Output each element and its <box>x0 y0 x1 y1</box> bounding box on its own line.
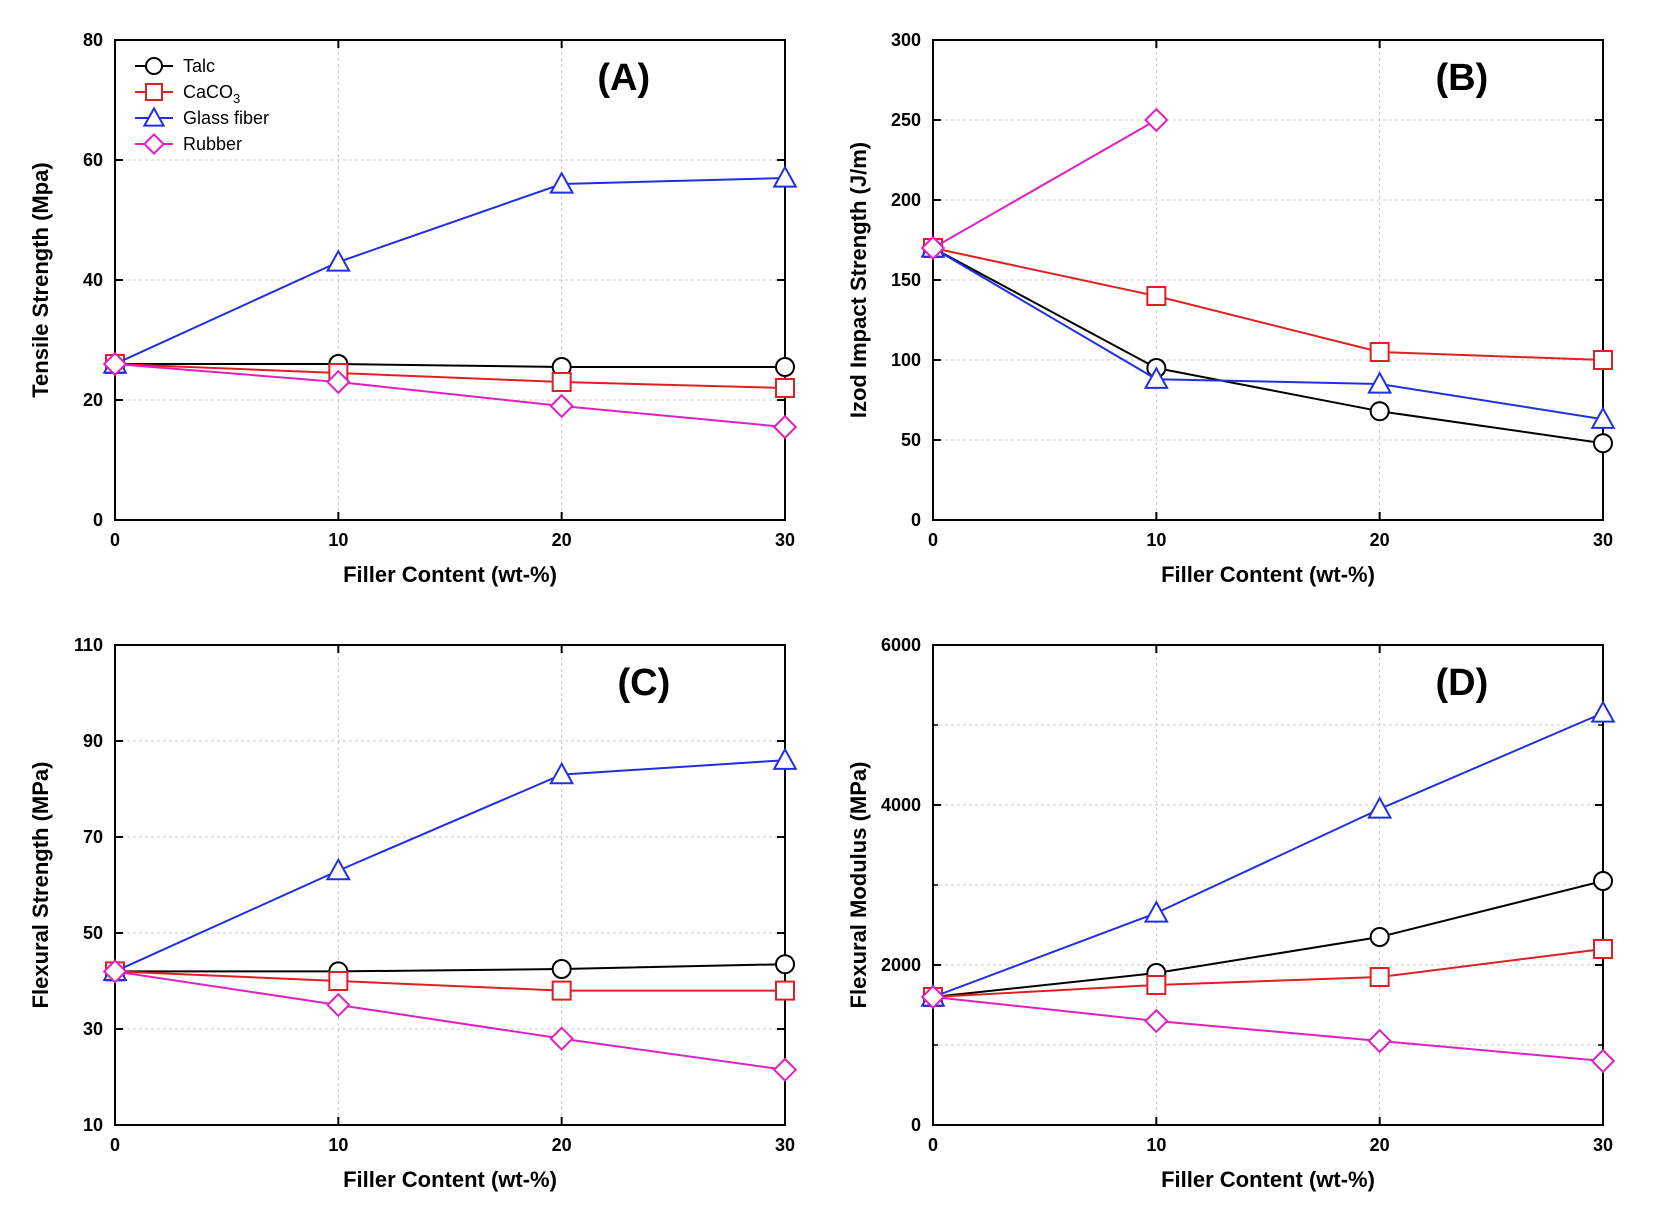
svg-text:30: 30 <box>775 1135 795 1155</box>
svg-text:0: 0 <box>927 1135 937 1155</box>
svg-text:0: 0 <box>93 510 103 530</box>
svg-text:60: 60 <box>83 150 103 170</box>
svg-text:110: 110 <box>74 635 103 655</box>
svg-text:200: 200 <box>890 190 920 210</box>
svg-text:30: 30 <box>775 530 795 550</box>
svg-text:10: 10 <box>328 530 348 550</box>
svg-text:Flexural Strength (MPa): Flexural Strength (MPa) <box>28 761 53 1008</box>
svg-text:10: 10 <box>328 1135 348 1155</box>
svg-text:20: 20 <box>1369 530 1389 550</box>
panel-A: 0 20 40 60 80 0 10 20 30 Filler Content (wt-%) Ten… <box>20 20 818 605</box>
svg-text:90: 90 <box>83 731 103 751</box>
svg-text:Filler Content (wt-%): Filler Content (wt-%) <box>343 562 557 587</box>
svg-text:0: 0 <box>110 1135 120 1155</box>
panel-B: 0 50 100 150 200 250 300 0 10 20 30 Filler Content … <box>838 20 1636 605</box>
svg-text:(A): (A) <box>597 57 650 99</box>
svg-text:Tensile Strength (Mpa): Tensile Strength (Mpa) <box>28 162 53 398</box>
svg-text:Flexural Modulus (MPa): Flexural Modulus (MPa) <box>846 761 871 1008</box>
svg-text:10: 10 <box>1146 1135 1166 1155</box>
svg-text:Talc: Talc <box>183 56 215 76</box>
svg-text:250: 250 <box>890 110 920 130</box>
svg-text:0: 0 <box>110 530 120 550</box>
chart-A: 0 20 40 60 80 0 10 20 30 Filler Content (wt-%) Ten… <box>20 20 810 600</box>
svg-text:Filler Content (wt-%): Filler Content (wt-%) <box>1161 562 1375 587</box>
svg-text:20: 20 <box>552 1135 572 1155</box>
chart-D: 0 2000 4000 6000 0 10 20 30 Filler Content (wt-%… <box>838 625 1628 1205</box>
svg-text:70: 70 <box>83 827 103 847</box>
svg-text:4000: 4000 <box>880 795 920 815</box>
svg-text:Filler Content (wt-%): Filler Content (wt-%) <box>1161 1167 1375 1192</box>
svg-text:(C): (C) <box>618 662 671 704</box>
svg-text:30: 30 <box>1592 1135 1612 1155</box>
svg-text:50: 50 <box>83 923 103 943</box>
svg-text:Izod Impact Strength (J/m): Izod Impact Strength (J/m) <box>846 142 871 418</box>
svg-text:Filler Content (wt-%): Filler Content (wt-%) <box>343 1167 557 1192</box>
svg-text:0: 0 <box>910 1115 920 1135</box>
svg-text:(B): (B) <box>1435 57 1488 99</box>
svg-text:0: 0 <box>927 530 937 550</box>
svg-text:40: 40 <box>83 270 103 290</box>
svg-text:20: 20 <box>552 530 572 550</box>
panel-D: 0 2000 4000 6000 0 10 20 30 Filler Content (wt-%… <box>838 625 1636 1210</box>
svg-text:30: 30 <box>1592 530 1612 550</box>
svg-text:100: 100 <box>890 350 920 370</box>
chart-grid: 0 20 40 60 80 0 10 20 30 Filler Content (wt-%) Ten… <box>20 20 1635 1209</box>
svg-text:Glass fiber: Glass fiber <box>183 108 269 128</box>
svg-text:10: 10 <box>1146 530 1166 550</box>
svg-text:50: 50 <box>900 430 920 450</box>
svg-text:10: 10 <box>83 1115 103 1135</box>
svg-text:(D): (D) <box>1435 662 1488 704</box>
svg-text:2000: 2000 <box>880 955 920 975</box>
svg-text:6000: 6000 <box>880 635 920 655</box>
chart-B: 0 50 100 150 200 250 300 0 10 20 30 Filler Content … <box>838 20 1628 600</box>
svg-text:30: 30 <box>83 1019 103 1039</box>
panel-C: 10 30 50 70 90 110 0 10 20 30 Filler Content (wt-%… <box>20 625 818 1210</box>
svg-text:300: 300 <box>890 30 920 50</box>
svg-text:Rubber: Rubber <box>183 134 242 154</box>
svg-text:20: 20 <box>83 390 103 410</box>
chart-C: 10 30 50 70 90 110 0 10 20 30 Filler Content (wt-%… <box>20 625 810 1205</box>
svg-text:20: 20 <box>1369 1135 1389 1155</box>
svg-text:150: 150 <box>890 270 920 290</box>
svg-text:0: 0 <box>910 510 920 530</box>
svg-text:80: 80 <box>83 30 103 50</box>
